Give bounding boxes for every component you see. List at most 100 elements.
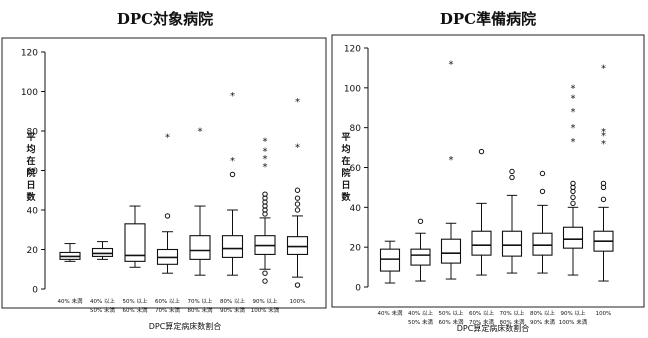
y-tick-label: 100	[21, 88, 38, 98]
outlier-circle	[539, 188, 546, 195]
y-tick-label: 80	[27, 128, 39, 138]
x-tick-label: 50% 未満	[90, 306, 115, 314]
box-iqr	[440, 238, 462, 264]
box-iqr	[189, 235, 211, 260]
x-tick-label: 80% 未満	[188, 306, 213, 314]
chart-panel-dpc-target: DPC対象病院 0 20 40 60 80 100 120 平均在院日数 40% 未満 40% 以…	[1, 10, 327, 331]
outlier-circle	[600, 180, 607, 187]
y-tick-label: 100	[344, 84, 361, 94]
outlier-circle	[262, 278, 268, 284]
box-iqr	[532, 232, 553, 256]
box-iqr	[221, 235, 244, 258]
x-tick-label: 90% 未満	[530, 318, 555, 326]
outlier-star: *	[601, 63, 606, 74]
x-tick-label: 90% 以上	[561, 309, 586, 317]
outlier-circle	[539, 170, 546, 177]
outlier-star: *	[571, 83, 576, 94]
box-iqr	[471, 230, 492, 256]
outlier-circle	[262, 191, 268, 197]
outlier-star: *	[601, 139, 606, 150]
outlier-circle	[509, 168, 515, 175]
x-tick-label: 90% 未満	[220, 306, 245, 314]
outlier-circle	[294, 207, 301, 213]
outlier-circle	[294, 195, 301, 201]
outlier-star: *	[571, 107, 576, 118]
y-tick-label: 120	[344, 45, 361, 55]
outlier-star: *	[165, 132, 170, 143]
x-tick-label: 70% 以上	[188, 297, 213, 305]
y-axis-label: 平均在院日数	[26, 132, 36, 203]
x-tick-label: 50% 未満	[408, 318, 433, 326]
y-tick-label: 120	[21, 49, 38, 59]
chart-panel-dpc-prep: DPC準備病院 0 20 40 60 80 100 120 平均在院日数 40% 未満 40% 以…	[328, 0, 648, 338]
x-tick-label: 40% 未満	[378, 309, 403, 317]
y-tick-label: 60	[27, 167, 39, 177]
outlier-circle	[294, 282, 301, 288]
outlier-circle	[164, 213, 171, 219]
x-tick-label: 60% 未満	[123, 306, 148, 314]
x-tick-label: 70% 未満	[155, 306, 180, 314]
outlier-star: *	[571, 137, 576, 148]
y-tick-label: 0	[32, 286, 38, 296]
x-tick-label: 80% 以上	[530, 309, 555, 317]
outlier-star: *	[263, 154, 268, 165]
plot-frame	[1, 37, 327, 309]
x-tick-label: 50% 以上	[123, 297, 148, 305]
x-tick-label: 100%	[290, 299, 306, 305]
x-tick-label: 50% 以上	[439, 309, 464, 317]
x-tick-label: 60% 以上	[155, 297, 180, 305]
outlier-star: *	[571, 123, 576, 134]
x-tick-label: 40% 以上	[408, 309, 433, 317]
outlier-star: *	[263, 136, 268, 147]
outlier-star: *	[230, 156, 235, 167]
outlier-star: *	[230, 91, 235, 102]
outlier-circle	[262, 270, 268, 276]
x-tick-label: 70% 未満	[469, 318, 494, 326]
outlier-circle	[509, 174, 515, 181]
plot-frame	[331, 34, 645, 308]
y-tick-label: 40	[350, 204, 362, 214]
outlier-star: *	[295, 142, 300, 153]
x-tick-label: 90% 以上	[253, 297, 278, 305]
outlier-circle	[294, 201, 301, 207]
x-tick-label: 40% 以上	[90, 297, 115, 305]
x-tick-label: 60% 未満	[439, 318, 464, 326]
x-tick-label: 80% 未満	[500, 318, 525, 326]
x-tick-label: 100% 未満	[559, 318, 588, 326]
outlier-circle	[229, 171, 236, 178]
outlier-star: *	[263, 162, 268, 173]
x-tick-label: 70% 以上	[500, 309, 525, 317]
chart-title: DPC対象病院	[116, 10, 214, 28]
outlier-circle	[600, 196, 607, 203]
x-tick-label: 100%	[596, 311, 612, 317]
outlier-circle	[570, 200, 576, 207]
outlier-star: *	[449, 59, 454, 70]
x-axis-label: DPC算定病床数割合	[457, 323, 530, 333]
box-iqr	[286, 236, 309, 255]
outlier-circle	[478, 148, 485, 155]
outlier-star: *	[449, 155, 454, 166]
chart-title: DPC準備病院	[439, 10, 537, 28]
box-iqr	[501, 230, 523, 257]
y-axis-label: 平均在院日数	[341, 132, 351, 203]
x-tick-label: 80% 以上	[220, 297, 245, 305]
x-tick-label: 100% 未満	[251, 306, 280, 314]
y-tick-label: 0	[355, 284, 361, 294]
y-tick-label: 20	[27, 246, 39, 256]
outlier-star: *	[601, 131, 606, 142]
outlier-star: *	[571, 93, 576, 104]
x-axis-label: DPC算定病床数割合	[149, 321, 222, 331]
box-iqr	[91, 247, 114, 257]
box-iqr	[562, 226, 584, 249]
box-iqr	[124, 223, 146, 262]
outlier-circle	[294, 187, 301, 193]
y-tick-label: 20	[350, 244, 362, 254]
outlier-circle	[570, 194, 576, 201]
outlier-circle	[417, 218, 424, 224]
box-iqr	[410, 248, 431, 266]
y-tick-label: 40	[27, 207, 39, 217]
outlier-star: *	[263, 146, 268, 157]
y-tick-label: 80	[350, 124, 362, 134]
outlier-star: *	[198, 127, 203, 138]
